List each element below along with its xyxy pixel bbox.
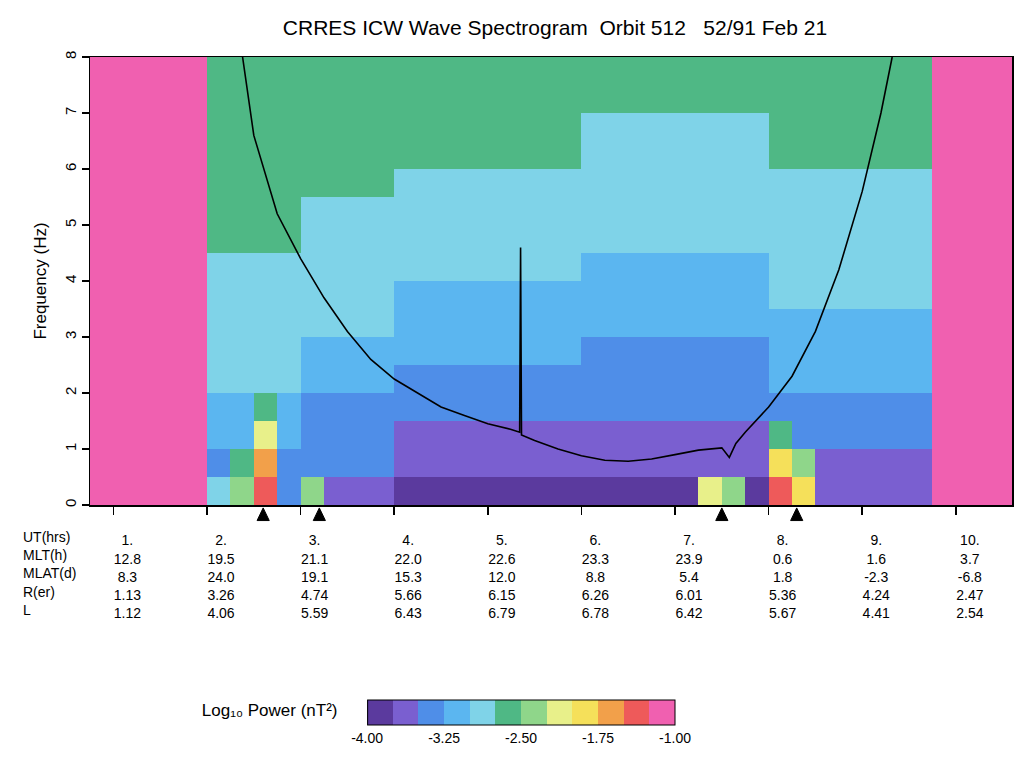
svg-text:3.21.119.14.745.59: 3.21.119.14.745.59	[301, 532, 328, 621]
svg-text:10.3.7-6.82.472.54: 10.3.7-6.82.472.54	[956, 532, 983, 621]
svg-text:6.23.38.86.266.78: 6.23.38.86.266.78	[582, 532, 609, 621]
svg-text:2: 2	[62, 387, 79, 395]
svg-text:9.1.6-2.34.244.41: 9.1.6-2.34.244.41	[863, 532, 890, 621]
svg-text:5: 5	[62, 219, 79, 227]
svg-text:CRRES ICW Wave Spectrogram Or: CRRES ICW Wave Spectrogram Orbit 512 52/…	[283, 16, 827, 39]
svg-text:1.12.88.31.131.12: 1.12.88.31.131.12	[114, 532, 141, 621]
svg-text:-4.00: -4.00	[351, 730, 383, 746]
svg-text:0: 0	[62, 499, 79, 507]
svg-text:1: 1	[62, 443, 79, 451]
svg-text:4.22.015.35.666.43: 4.22.015.35.666.43	[395, 532, 422, 621]
svg-text:-3.25: -3.25	[428, 730, 460, 746]
svg-text:7.23.95.46.016.42: 7.23.95.46.016.42	[675, 532, 702, 621]
svg-text:5.22.612.06.156.79: 5.22.612.06.156.79	[488, 532, 515, 621]
svg-text:Log₁₀ Power (nT²): Log₁₀ Power (nT²)	[202, 701, 338, 720]
svg-text:8: 8	[62, 51, 79, 59]
svg-text:7: 7	[62, 107, 79, 115]
svg-text:Frequency (Hz): Frequency (Hz)	[31, 222, 50, 339]
svg-text:6: 6	[62, 163, 79, 171]
svg-text:-1.75: -1.75	[582, 730, 614, 746]
svg-text:3: 3	[62, 331, 79, 339]
svg-text:8.0.61.85.365.67: 8.0.61.85.365.67	[769, 532, 796, 621]
svg-text:-2.50: -2.50	[505, 730, 537, 746]
svg-text:4: 4	[62, 275, 79, 283]
svg-text:-1.00: -1.00	[659, 730, 691, 746]
svg-text:UT(hrs)MLT(h)MLAT(d)R(er)L: UT(hrs)MLT(h)MLAT(d)R(er)L	[23, 529, 76, 618]
svg-text:2.19.524.03.264.06: 2.19.524.03.264.06	[207, 532, 234, 621]
